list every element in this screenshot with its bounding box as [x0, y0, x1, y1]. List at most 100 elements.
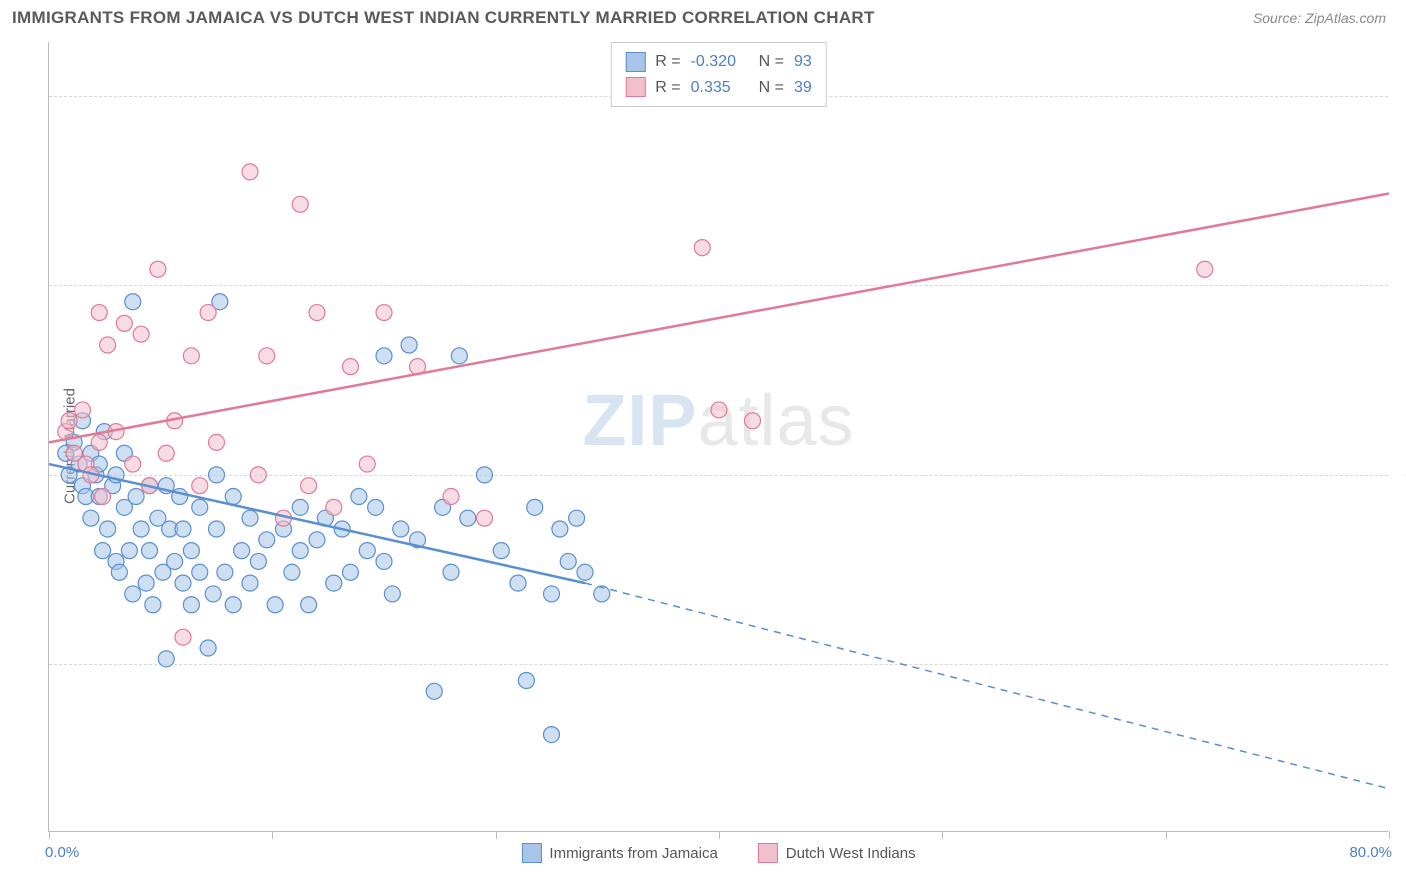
data-point	[426, 683, 442, 699]
data-point	[326, 575, 342, 591]
data-point	[376, 305, 392, 321]
x-tick	[1389, 831, 1390, 839]
data-point	[91, 434, 107, 450]
series-swatch	[625, 77, 645, 97]
data-point	[250, 553, 266, 569]
x-tick	[1166, 831, 1167, 839]
data-point	[209, 521, 225, 537]
data-point	[359, 456, 375, 472]
scatter-svg	[49, 42, 1388, 831]
stats-row: R = 0.335 N = 39	[625, 75, 811, 101]
legend-label: Immigrants from Jamaica	[549, 845, 717, 862]
data-point	[61, 413, 77, 429]
data-point	[560, 553, 576, 569]
data-point	[326, 499, 342, 515]
data-point	[175, 521, 191, 537]
data-point	[242, 510, 258, 526]
data-point	[121, 543, 137, 559]
data-point	[133, 521, 149, 537]
legend-swatch	[521, 843, 541, 863]
data-point	[242, 575, 258, 591]
data-point	[451, 348, 467, 364]
n-value: 93	[794, 49, 812, 75]
data-point	[544, 586, 560, 602]
data-point	[368, 499, 384, 515]
data-point	[401, 337, 417, 353]
n-value: 39	[794, 75, 812, 101]
data-point	[309, 532, 325, 548]
data-point	[167, 553, 183, 569]
data-point	[477, 510, 493, 526]
data-point	[267, 597, 283, 613]
trend-line-extrapolated	[585, 583, 1389, 789]
data-point	[91, 305, 107, 321]
legend-item: Immigrants from Jamaica	[521, 843, 717, 863]
data-point	[292, 499, 308, 515]
data-point	[225, 597, 241, 613]
n-label: N =	[759, 75, 784, 101]
data-point	[95, 489, 111, 505]
legend-label: Dutch West Indians	[786, 845, 916, 862]
r-label: R =	[655, 75, 680, 101]
x-tick	[272, 831, 273, 839]
r-value: 0.335	[691, 75, 749, 101]
x-axis-max-label: 80.0%	[1349, 844, 1392, 861]
data-point	[175, 629, 191, 645]
data-point	[100, 521, 116, 537]
data-point	[518, 672, 534, 688]
data-point	[200, 640, 216, 656]
data-point	[694, 240, 710, 256]
x-tick	[942, 831, 943, 839]
legend-swatch	[758, 843, 778, 863]
chart-header: IMMIGRANTS FROM JAMAICA VS DUTCH WEST IN…	[0, 0, 1406, 32]
data-point	[175, 575, 191, 591]
r-value: -0.320	[691, 49, 749, 75]
data-point	[250, 467, 266, 483]
data-point	[225, 489, 241, 505]
data-point	[527, 499, 543, 515]
r-label: R =	[655, 49, 680, 75]
data-point	[359, 543, 375, 559]
x-axis-min-label: 0.0%	[45, 844, 79, 861]
data-point	[242, 164, 258, 180]
data-point	[125, 456, 141, 472]
data-point	[1197, 261, 1213, 277]
data-point	[351, 489, 367, 505]
data-point	[552, 521, 568, 537]
data-point	[443, 489, 459, 505]
plot-area: ZIPatlas 27.5%45.0%62.5%80.0% R =-0.320N…	[48, 42, 1388, 832]
data-point	[460, 510, 476, 526]
data-point	[477, 467, 493, 483]
data-point	[192, 478, 208, 494]
data-point	[158, 445, 174, 461]
x-tick	[49, 831, 50, 839]
data-point	[569, 510, 585, 526]
data-point	[284, 564, 300, 580]
data-point	[343, 359, 359, 375]
data-point	[259, 532, 275, 548]
x-tick	[496, 831, 497, 839]
data-point	[309, 305, 325, 321]
data-point	[384, 586, 400, 602]
data-point	[200, 305, 216, 321]
data-point	[100, 337, 116, 353]
data-point	[493, 543, 509, 559]
data-point	[234, 543, 250, 559]
data-point	[138, 575, 154, 591]
data-point	[376, 348, 392, 364]
data-point	[711, 402, 727, 418]
data-point	[192, 564, 208, 580]
data-point	[145, 597, 161, 613]
data-point	[343, 564, 359, 580]
data-point	[292, 196, 308, 212]
data-point	[83, 510, 99, 526]
data-point	[183, 543, 199, 559]
data-point	[183, 597, 199, 613]
data-point	[594, 586, 610, 602]
data-point	[217, 564, 233, 580]
data-point	[292, 543, 308, 559]
series-swatch	[625, 52, 645, 72]
data-point	[209, 467, 225, 483]
data-point	[301, 478, 317, 494]
data-point	[111, 564, 127, 580]
